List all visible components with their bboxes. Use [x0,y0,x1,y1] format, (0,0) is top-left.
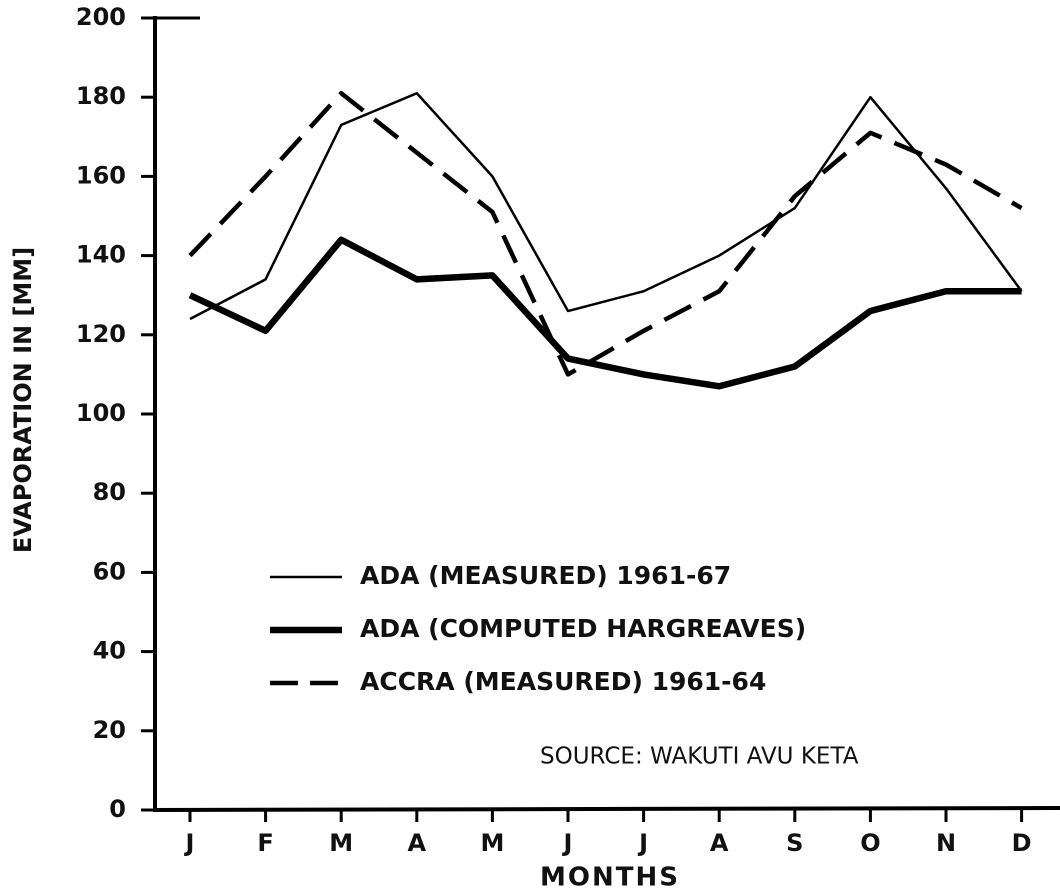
y-tick-label: 200 [76,3,126,31]
y-tick-label: 80 [93,478,126,506]
annotation: SOURCE: WAKUTI AVU KETA [540,744,859,770]
y-tick-label: 160 [76,161,126,189]
x-tick-label: D [1012,829,1032,857]
legend-label: ACCRA (MEASURED) 1961-64 [360,667,766,696]
y-axis-label: EVAPORATION IN [MM] [9,247,37,553]
x-tick-label: A [710,829,729,857]
x-tick-label: J [637,829,648,857]
y-tick-label: 60 [93,557,126,585]
x-tick-label: S [786,829,803,857]
x-tick-label: M [480,829,504,857]
x-tick-label: N [936,829,956,857]
x-tick-label: F [257,829,273,857]
series-line [189,91,1023,321]
y-tick-label: 100 [76,399,126,427]
y-tick-label: 180 [76,82,126,110]
y-tick-label: 40 [93,637,126,665]
x-tick-label: J [562,829,573,857]
x-axis-label: MONTHS [540,863,680,893]
legend-label: ADA (MEASURED) 1961-67 [360,561,731,590]
y-tick-label: 120 [76,320,126,348]
series-line [188,90,1023,377]
legend-label: ADA (COMPUTED HARGREAVES) [360,614,806,643]
y-tick-label: 0 [109,795,126,823]
x-tick-label: M [329,829,353,857]
x-tick-label: J [184,829,195,857]
series-line [188,236,1022,390]
x-axis [152,806,1060,812]
x-tick-label: A [408,829,427,857]
y-tick-label: 20 [93,716,126,744]
y-tick-label: 140 [76,241,126,269]
x-tick-label: O [860,829,880,857]
